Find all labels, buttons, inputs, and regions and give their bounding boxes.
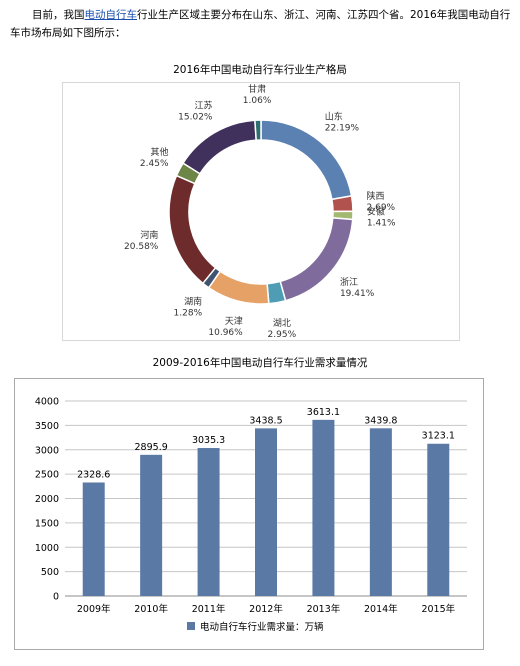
slice-percent-label: 1.06% <box>243 96 272 106</box>
y-tick-label: 3000 <box>35 445 59 456</box>
y-tick-label: 1500 <box>35 518 59 529</box>
bar <box>82 482 105 596</box>
donut-slice <box>331 194 354 213</box>
y-tick-label: 1000 <box>35 543 59 554</box>
x-tick-label: 2012年 <box>249 603 283 615</box>
bar-value-label: 3123.1 <box>422 431 455 442</box>
slice-percent-label: 2.95% <box>268 330 297 340</box>
slice-name-label: 山东 <box>325 111 343 123</box>
slice-name-label: 江苏 <box>194 100 212 112</box>
legend-swatch <box>187 622 195 630</box>
bar-value-label: 2328.6 <box>77 469 110 480</box>
intro-suffix: 行业生产区域主要分布在山东、浙江、河南、江苏四个省。2016年我国电动自行车市场… <box>10 9 511 39</box>
bar-chart-svg: 0 500 1000 1500 2000 2500 3000 3500 4000 2328.6 20… <box>35 397 467 633</box>
bar-chart: 0 500 1000 1500 2000 2500 3000 3500 4000 2328.6 20… <box>14 378 484 650</box>
x-tick-label: 2013年 <box>307 603 341 615</box>
slice-percent-label: 22.19% <box>325 124 360 134</box>
bar-value-label: 3439.8 <box>364 415 397 426</box>
slice-name-label: 湖南 <box>184 295 202 307</box>
intro-prefix: 目前，我国 <box>32 9 85 21</box>
legend-label: 电动自行车行业需求量：万辆 <box>200 621 324 633</box>
x-tick-label: 2014年 <box>364 603 398 615</box>
donut-chart: 山东 22.19% 陕西 2.69% 安徽 1.41% 浙江 19.41% 湖北 2.95% 天津 1… <box>62 82 460 341</box>
bar-value-label: 3613.1 <box>307 407 340 418</box>
donut-chart-svg: 山东22.19%陕西2.69%安徽1.41%浙江19.41%湖北2.95%天津1… <box>124 83 396 340</box>
x-tick-label: 2015年 <box>421 603 455 615</box>
slice-percent-label: 1.28% <box>174 308 203 318</box>
bar <box>255 428 277 596</box>
x-tick-label: 2011年 <box>192 603 226 615</box>
donut-slice <box>254 119 262 141</box>
slice-percent-label: 20.58% <box>124 242 159 252</box>
slice-name-label: 河南 <box>140 229 158 241</box>
donut-chart-title: 2016年中国电动自行车行业生产格局 <box>173 64 347 76</box>
y-tick-label: 2000 <box>35 494 59 505</box>
slice-percent-label: 2.45% <box>140 159 169 169</box>
slice-percent-label: 2.69% <box>367 203 396 213</box>
slice-percent-label: 10.96% <box>208 328 243 338</box>
slice-name-label: 浙江 <box>340 276 358 288</box>
bar <box>312 419 335 596</box>
donut-slice <box>168 174 217 285</box>
intro-link[interactable]: 电动自行车 <box>84 9 138 21</box>
y-tick-label: 0 <box>53 592 59 603</box>
bar-value-label: 2895.9 <box>135 442 168 453</box>
slice-name-label: 安徽 <box>367 205 385 217</box>
bar <box>369 428 392 596</box>
slice-name-label: 天津 <box>225 316 243 327</box>
slice-name-label: 其他 <box>151 146 169 158</box>
bar <box>140 454 163 596</box>
x-tick-label: 2009年 <box>77 603 111 615</box>
y-tick-label: 3500 <box>35 421 59 432</box>
bar-chart-title: 2009-2016年中国电动自行车行业需求量情况 <box>152 357 368 369</box>
slice-percent-label: 1.41% <box>367 218 396 228</box>
intro-paragraph: 目前，我国电动自行车行业生产区域主要分布在山东、浙江、河南、江苏四个省。2016… <box>10 6 515 42</box>
slice-name-label: 陕西 <box>367 190 385 202</box>
bar <box>197 448 220 596</box>
y-tick-label: 4000 <box>35 397 59 408</box>
donut-slice <box>207 270 270 305</box>
slice-name-label: 甘肃 <box>248 83 266 95</box>
slice-name-label: 湖北 <box>273 318 291 329</box>
slice-percent-label: 19.41% <box>340 289 375 299</box>
donut-slice <box>182 119 258 175</box>
x-tick-label: 2010年 <box>134 603 168 615</box>
bar-value-label: 3438.5 <box>249 415 282 426</box>
bar <box>427 443 450 596</box>
bar-value-label: 3035.3 <box>192 435 225 446</box>
y-tick-label: 500 <box>41 567 59 578</box>
slice-percent-label: 15.02% <box>178 113 213 123</box>
y-tick-label: 2500 <box>35 470 59 481</box>
